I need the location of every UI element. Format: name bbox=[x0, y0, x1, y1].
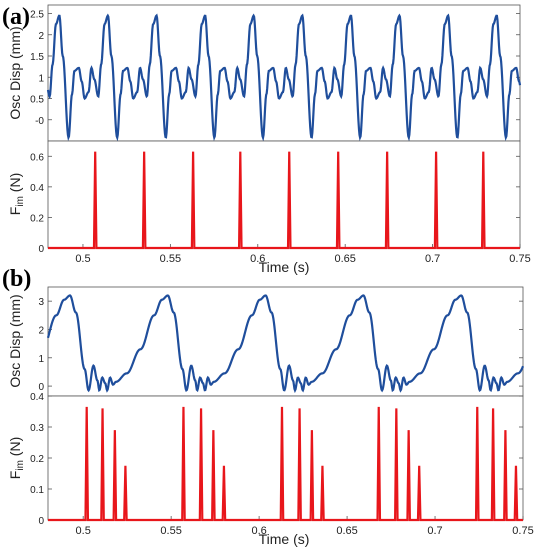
x-tick-label: 0.75 bbox=[512, 525, 533, 537]
impact-force-line bbox=[48, 151, 520, 250]
y-tick-label: 0.2 bbox=[30, 213, 44, 224]
x-tick-label: 0.65 bbox=[334, 253, 355, 265]
y-tick-label: 0.6 bbox=[30, 152, 44, 163]
impact-force-line bbox=[48, 406, 523, 522]
y-tick-labels: 0 1 2 3 bbox=[38, 297, 523, 393]
y-axis-label: Osc Disp (mm) bbox=[7, 26, 23, 119]
plot-a-bottom: 0 0.2 0.4 0.6 0.5 0.55 0.6 0.65 0.7 0.75 Fim (N)… bbox=[7, 140, 531, 275]
y-tick-label: 1.5 bbox=[30, 52, 44, 63]
x-tick-label: 0.75 bbox=[509, 253, 530, 265]
y-tick-label: 1 bbox=[38, 354, 44, 365]
y-tick-label: 0 bbox=[38, 382, 44, 393]
x-tick-label: 0.5 bbox=[76, 525, 91, 537]
x-tick-label: 0.55 bbox=[160, 525, 181, 537]
panel-label-a: (a) bbox=[2, 4, 30, 30]
x-tick-label: 0.55 bbox=[160, 253, 181, 265]
y-tick-label: 1 bbox=[38, 73, 44, 84]
y-axis-label: Fim (N) bbox=[7, 173, 26, 215]
x-tick-label: 0.6 bbox=[250, 253, 265, 265]
x-tick-label: 0.5 bbox=[75, 253, 90, 265]
panel-label-b: (b) bbox=[2, 266, 31, 292]
y-tick-label: 0 bbox=[38, 516, 44, 527]
y-axis-label: Osc Disp (mm) bbox=[7, 294, 23, 387]
y-tick-label: 0.4 bbox=[30, 183, 44, 194]
y-tick-label: 0.4 bbox=[30, 392, 44, 403]
y-tick-label: 0.2 bbox=[30, 454, 44, 465]
y-tick-label: -0 bbox=[35, 116, 44, 127]
y-tick-label: 2.5 bbox=[30, 10, 44, 21]
x-tick-labels: 0.5 0.55 0.6 0.65 0.7 0.75 bbox=[75, 244, 531, 265]
plot-frame bbox=[47, 286, 524, 397]
x-tick-label: 0.65 bbox=[336, 525, 357, 537]
y-tick-label: 2 bbox=[38, 31, 44, 42]
y-tick-label: 0.5 bbox=[30, 95, 44, 106]
plot-frame bbox=[47, 140, 521, 249]
y-tick-label: 0 bbox=[38, 244, 44, 255]
plot-frame bbox=[47, 395, 524, 521]
oscillator-displacement-line bbox=[46, 294, 525, 394]
x-tick-label: 0.7 bbox=[425, 253, 440, 265]
x-axis-label: Time (s) bbox=[259, 531, 310, 547]
x-tick-label: 0.7 bbox=[427, 525, 442, 537]
x-tick-label: 0.6 bbox=[251, 525, 266, 537]
oscillator-displacement-line bbox=[46, 13, 522, 142]
plot-b-top: 0 1 2 3 Osc Disp (mm) bbox=[7, 286, 525, 397]
y-tick-label: 0.1 bbox=[30, 485, 44, 496]
x-tick-labels: 0.5 0.55 0.6 0.65 0.7 0.75 bbox=[76, 516, 534, 537]
y-tick-label: 2 bbox=[38, 325, 44, 336]
x-axis-label: Time (s) bbox=[259, 259, 310, 275]
plot-a-top: -0 0.5 1 1.5 2 2.5 Osc Disp (mm) bbox=[7, 4, 522, 142]
plot-b-bottom: 0 0.1 0.2 0.3 0.4 0.5 0.55 0.6 0.65 0.7 0.75 Fim … bbox=[7, 392, 534, 547]
y-axis-label: Fim (N) bbox=[7, 437, 26, 479]
y-tick-label: 0.3 bbox=[30, 423, 44, 434]
y-tick-label: 3 bbox=[38, 297, 44, 308]
y-tick-labels: -0 0.5 1 1.5 2 2.5 bbox=[30, 10, 520, 127]
